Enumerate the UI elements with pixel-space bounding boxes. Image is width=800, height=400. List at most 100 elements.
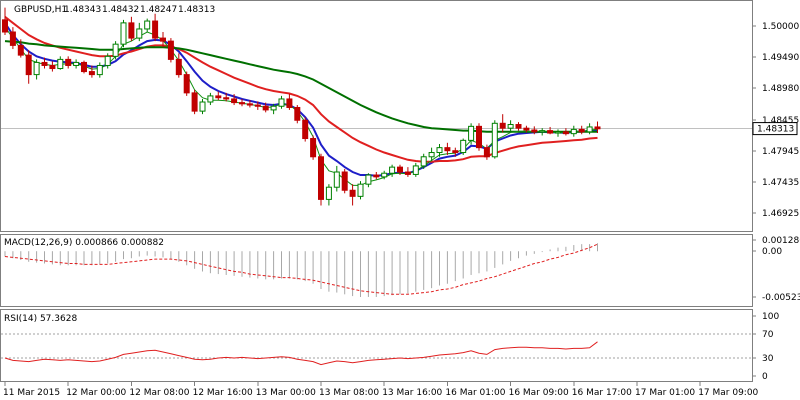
candle — [412, 162, 419, 177]
candle-body — [231, 98, 238, 104]
candle-body — [436, 147, 443, 154]
candle-body — [73, 61, 80, 66]
candle-body — [523, 127, 530, 131]
candle-body — [144, 20, 151, 30]
candle-body — [570, 128, 577, 135]
price-y-tick-label: 1.50000 — [762, 22, 799, 32]
x-tick-label: 13 Mar 00:00 — [256, 388, 316, 398]
candle-body — [349, 189, 356, 197]
candle-body — [404, 171, 411, 175]
candle-body — [460, 139, 467, 154]
candle — [515, 122, 522, 131]
price-panel-frame — [0, 0, 753, 232]
candle-body — [412, 165, 419, 175]
candle — [175, 53, 182, 78]
candle — [88, 65, 95, 78]
candle — [286, 94, 293, 110]
last-price-label: 1.48313 — [757, 125, 794, 135]
candle-body — [175, 58, 182, 76]
candle — [2, 7, 8, 36]
candle-body — [294, 106, 301, 121]
candle-body — [547, 130, 554, 134]
candle — [397, 164, 403, 176]
price-y-tick-label: 1.47435 — [762, 178, 799, 188]
x-tick-label: 11 Mar 2015 — [3, 388, 60, 398]
macd-panel: 0.0012860.00 -0.00523 — [4, 236, 800, 303]
rsi-y-tick-label: 100 — [762, 312, 779, 322]
candle — [278, 95, 285, 109]
candle — [483, 144, 490, 160]
candle-body — [136, 28, 143, 39]
candle-body — [594, 126, 601, 130]
rsi-title: RSI(14) 57.3628 — [4, 314, 77, 324]
moving-average-line — [4, 22, 598, 177]
candle-body — [389, 166, 396, 174]
price-y-tick-label: 1.46925 — [762, 209, 799, 219]
candle — [41, 57, 48, 69]
rsi-y-tick-label: 30 — [762, 354, 774, 364]
candle — [555, 129, 561, 137]
x-tick-label: 12 Mar 16:00 — [193, 388, 253, 398]
candle — [381, 170, 388, 180]
candle — [318, 153, 324, 206]
candle — [215, 91, 222, 101]
candle — [499, 114, 506, 133]
candle — [341, 168, 348, 194]
candle-body — [515, 124, 522, 129]
candle-body — [555, 131, 561, 134]
candle — [436, 144, 443, 157]
candle-body — [499, 122, 506, 129]
candle — [357, 181, 364, 200]
candle — [373, 172, 380, 180]
candle — [452, 147, 459, 157]
candle — [231, 94, 238, 106]
rsi-y-tick-label: 70 — [762, 330, 774, 340]
candle-body — [239, 102, 245, 105]
candle-body — [207, 95, 214, 103]
candle-body — [81, 61, 87, 73]
candle-body — [223, 97, 230, 100]
candle — [349, 184, 356, 206]
candle — [428, 147, 435, 162]
x-tick-label: 13 Mar 16:00 — [382, 388, 442, 398]
candle — [302, 117, 309, 142]
candle-body — [167, 40, 174, 60]
candle-body — [325, 186, 332, 200]
candle — [523, 125, 530, 133]
candle — [160, 32, 166, 48]
candle-body — [160, 37, 166, 42]
candle-body — [191, 92, 198, 112]
x-tick-label: 17 Mar 09:00 — [698, 388, 758, 398]
ohlc-low: 1.48247 — [140, 5, 177, 15]
candle-body — [2, 19, 8, 33]
candle — [594, 121, 601, 134]
candle-body — [468, 125, 475, 141]
candle-body — [397, 166, 403, 173]
candle — [333, 165, 340, 192]
candle — [420, 153, 427, 169]
candle — [365, 173, 372, 188]
ohlc-open: 1.48343 — [64, 5, 101, 15]
candle — [570, 125, 577, 137]
candle-body — [112, 43, 119, 57]
candle — [578, 125, 585, 135]
candle — [223, 92, 230, 102]
candle — [270, 103, 277, 115]
candle-body — [333, 171, 340, 188]
candle — [531, 126, 538, 135]
candle-body — [57, 58, 64, 70]
macd-signal-line — [4, 243, 598, 295]
candle — [17, 39, 24, 58]
candle-body — [483, 147, 490, 158]
candle-body — [310, 138, 317, 158]
candle-body — [476, 125, 482, 149]
candle-body — [199, 101, 206, 112]
candle — [73, 59, 80, 69]
candle-body — [586, 126, 593, 133]
candle-body — [357, 183, 364, 197]
candle — [191, 89, 198, 115]
candle-body — [246, 103, 253, 106]
candle-body — [578, 128, 585, 133]
last-price-badge: 1.48313 — [752, 122, 798, 136]
